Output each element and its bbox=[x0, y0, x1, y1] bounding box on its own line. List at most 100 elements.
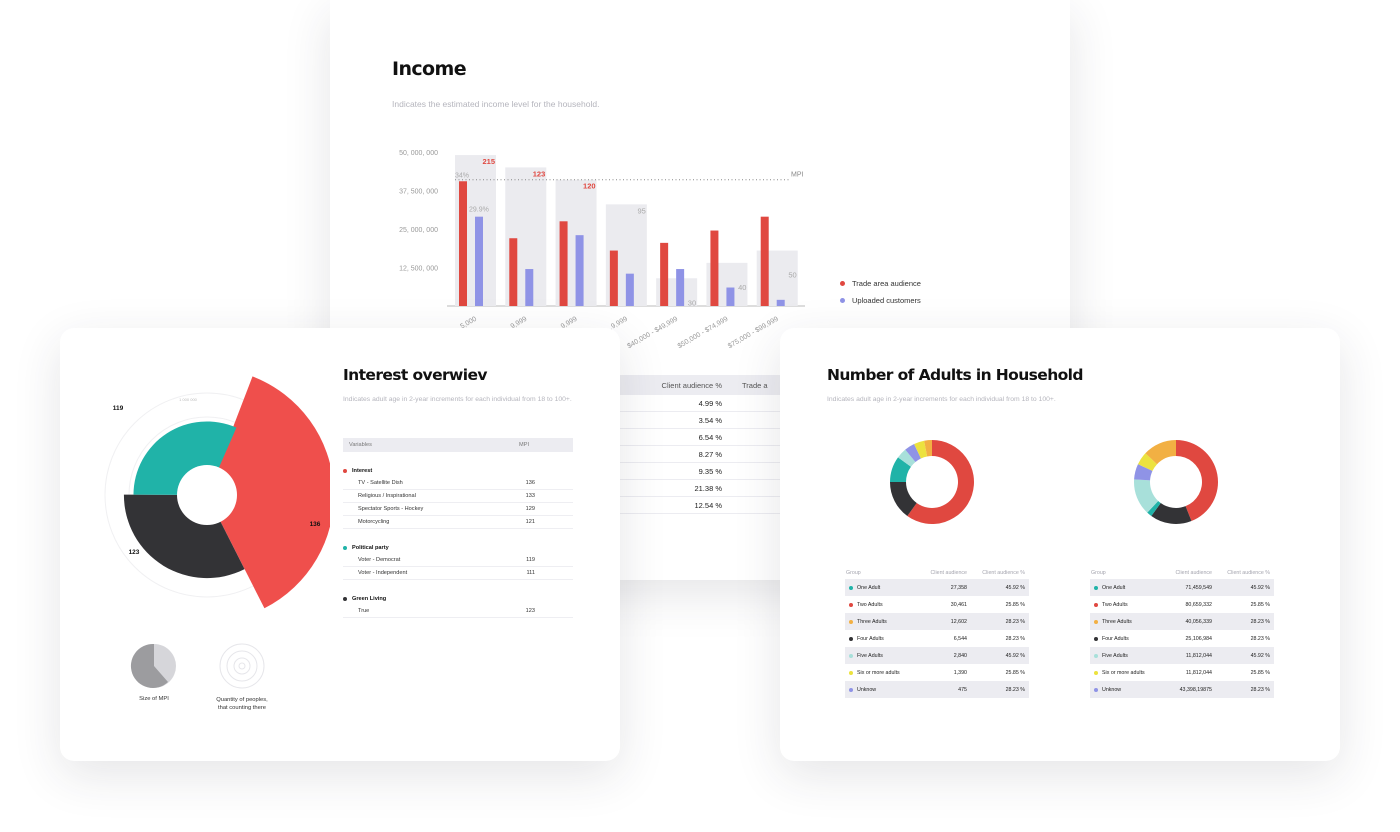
legend-uploaded: Uploaded customers bbox=[840, 296, 921, 305]
table-row: Four Adults 6,544 28.23 % bbox=[845, 630, 1029, 647]
table-cell: 4.99 % bbox=[698, 398, 722, 408]
table-row: Spectator Sports - Hockey 129 bbox=[343, 503, 573, 516]
ring bbox=[219, 643, 265, 689]
group-label: Four Adults bbox=[1102, 635, 1129, 642]
cell-count: 12,602 bbox=[950, 618, 967, 625]
cell-group: Two Adults bbox=[845, 602, 915, 608]
table-row: Two Adults 30,461 25.85 % bbox=[845, 596, 1029, 613]
legend-dot-trade bbox=[840, 281, 845, 286]
y-tick-label: 25, 000, 000 bbox=[399, 227, 438, 234]
interest-polar-chart: 1 000 000 119 136 123 bbox=[104, 376, 330, 609]
cell-pct: 28.23 % bbox=[1250, 618, 1270, 625]
cell-group: Unknow bbox=[1090, 687, 1160, 693]
row-label: TV - Satellite Dish bbox=[358, 480, 403, 486]
income-table-col-trade: Trade a bbox=[742, 380, 768, 390]
group-label: Unknow bbox=[857, 686, 877, 693]
group-label: One Adult bbox=[1102, 584, 1126, 591]
client-groups-table: Group Client audience Client audience % … bbox=[845, 566, 1029, 698]
group-color-dot bbox=[849, 653, 853, 658]
cell-group: One Adult bbox=[1090, 585, 1160, 591]
income-table: Client audience % Trade a 4.99 % 3.54 % … bbox=[620, 375, 790, 514]
legend-quantity-line2: that counting there bbox=[217, 705, 267, 711]
bar-trade-area bbox=[609, 250, 618, 306]
table-row: 4.99 % bbox=[620, 395, 790, 412]
interest-subtitle: Indicates adult age in 2-year increments… bbox=[343, 396, 572, 403]
table-row: Motorcycling 121 bbox=[343, 516, 573, 529]
group-label: Five Adults bbox=[1102, 652, 1128, 659]
col-client-audience: Client audience bbox=[930, 569, 967, 576]
bar-uploaded bbox=[676, 269, 685, 306]
group-label: Green Living bbox=[352, 596, 387, 602]
mpi-value-label: 50 bbox=[788, 271, 796, 280]
group-color-dot bbox=[1094, 585, 1098, 590]
legend-trade-area: Trade area audience bbox=[840, 279, 921, 288]
group-color-dot bbox=[849, 602, 853, 607]
cell-count: 71,459,549 bbox=[1185, 584, 1212, 591]
cell-group: Two Adults bbox=[1090, 602, 1160, 608]
bar-trade-area bbox=[559, 221, 568, 306]
table-row: Voter - Independent 111 bbox=[343, 567, 573, 580]
mpi-value-label: 123 bbox=[533, 169, 546, 178]
group-color-dot bbox=[1094, 636, 1098, 641]
y-tick-label: 12, 500, 000 bbox=[399, 266, 438, 273]
group-label: One Adult bbox=[857, 584, 881, 591]
cell-pct: 28.23 % bbox=[1005, 618, 1025, 625]
row-label: Religious / Inspirational bbox=[358, 493, 416, 499]
cell-count: 1,390 bbox=[953, 669, 967, 676]
y-tick-label: 37, 500, 000 bbox=[399, 189, 438, 196]
bar-uploaded bbox=[575, 235, 584, 306]
group-color-dot bbox=[849, 687, 853, 692]
trade-donut bbox=[1134, 440, 1218, 524]
table-cell: 9.35 % bbox=[698, 466, 722, 476]
group-dot bbox=[343, 597, 347, 601]
bar-trade-area bbox=[509, 238, 518, 306]
mpi-value-label: 120 bbox=[583, 182, 596, 191]
table-row: 6.54 % bbox=[620, 429, 790, 446]
cell-count: 25,106,984 bbox=[1185, 635, 1212, 642]
mpi-size-slice-dark bbox=[130, 643, 168, 688]
cell-pct: 25.85 % bbox=[1005, 601, 1025, 608]
group-color-dot bbox=[1094, 653, 1098, 658]
col-group: Group bbox=[846, 569, 861, 576]
legend-dot-uploaded bbox=[840, 298, 845, 303]
row-mpi: 129 bbox=[525, 506, 535, 512]
cell-pct: 28.23 % bbox=[1250, 686, 1270, 693]
legend-size-label: Size of MPI bbox=[139, 696, 169, 702]
table-row: Three Adults 12,602 28.23 % bbox=[845, 613, 1029, 630]
row-mpi: 136 bbox=[525, 480, 535, 486]
table-row: Religious / Inspirational 133 bbox=[343, 490, 573, 503]
mpi-value-label: 40 bbox=[738, 283, 746, 292]
cell-pct: 25.85 % bbox=[1250, 601, 1270, 608]
cell-pct: 45.92 % bbox=[1250, 652, 1270, 659]
donut-slice bbox=[905, 443, 921, 462]
cell-group: Three Adults bbox=[845, 619, 915, 625]
cell-group: Six or more adults bbox=[845, 670, 915, 676]
adults-title: Number of Adults in Household bbox=[827, 366, 1084, 384]
bar-uploaded bbox=[625, 273, 634, 306]
row-label: Motorcycling bbox=[358, 519, 390, 525]
table-row: 8.27 % bbox=[620, 446, 790, 463]
bar-trade-area bbox=[459, 181, 467, 306]
row-mpi: 123 bbox=[525, 608, 535, 614]
group-label: Two Adults bbox=[857, 601, 883, 608]
donut-slice bbox=[1147, 500, 1161, 516]
x-tick-label: $40,000 - $49,999 bbox=[626, 316, 679, 351]
group-label: Six or more adults bbox=[857, 669, 900, 676]
cell-pct: 28.23 % bbox=[1005, 686, 1025, 693]
interest-card: 1 000 000 119 136 123 Interest overwiev … bbox=[60, 328, 620, 761]
table-row: Voter - Democrat 119 bbox=[343, 554, 573, 567]
col-client-pct: Client audience % bbox=[982, 569, 1025, 576]
legend-quantity-label: Quantity of peoples, that counting there bbox=[200, 696, 284, 712]
group-label: Unknow bbox=[1102, 686, 1122, 693]
mpi-value-label: 30 bbox=[688, 298, 696, 307]
group-color-dot bbox=[849, 670, 853, 675]
row-mpi: 119 bbox=[526, 557, 535, 563]
mpi-size-legend-icon bbox=[130, 643, 176, 688]
row-mpi: 121 bbox=[525, 519, 535, 525]
cell-count: 27,358 bbox=[950, 584, 967, 591]
group-label: Political party bbox=[352, 545, 389, 551]
group-color-dot bbox=[849, 585, 853, 590]
donut-slice bbox=[924, 440, 932, 457]
income-table-col-client: Client audience % bbox=[661, 380, 722, 390]
